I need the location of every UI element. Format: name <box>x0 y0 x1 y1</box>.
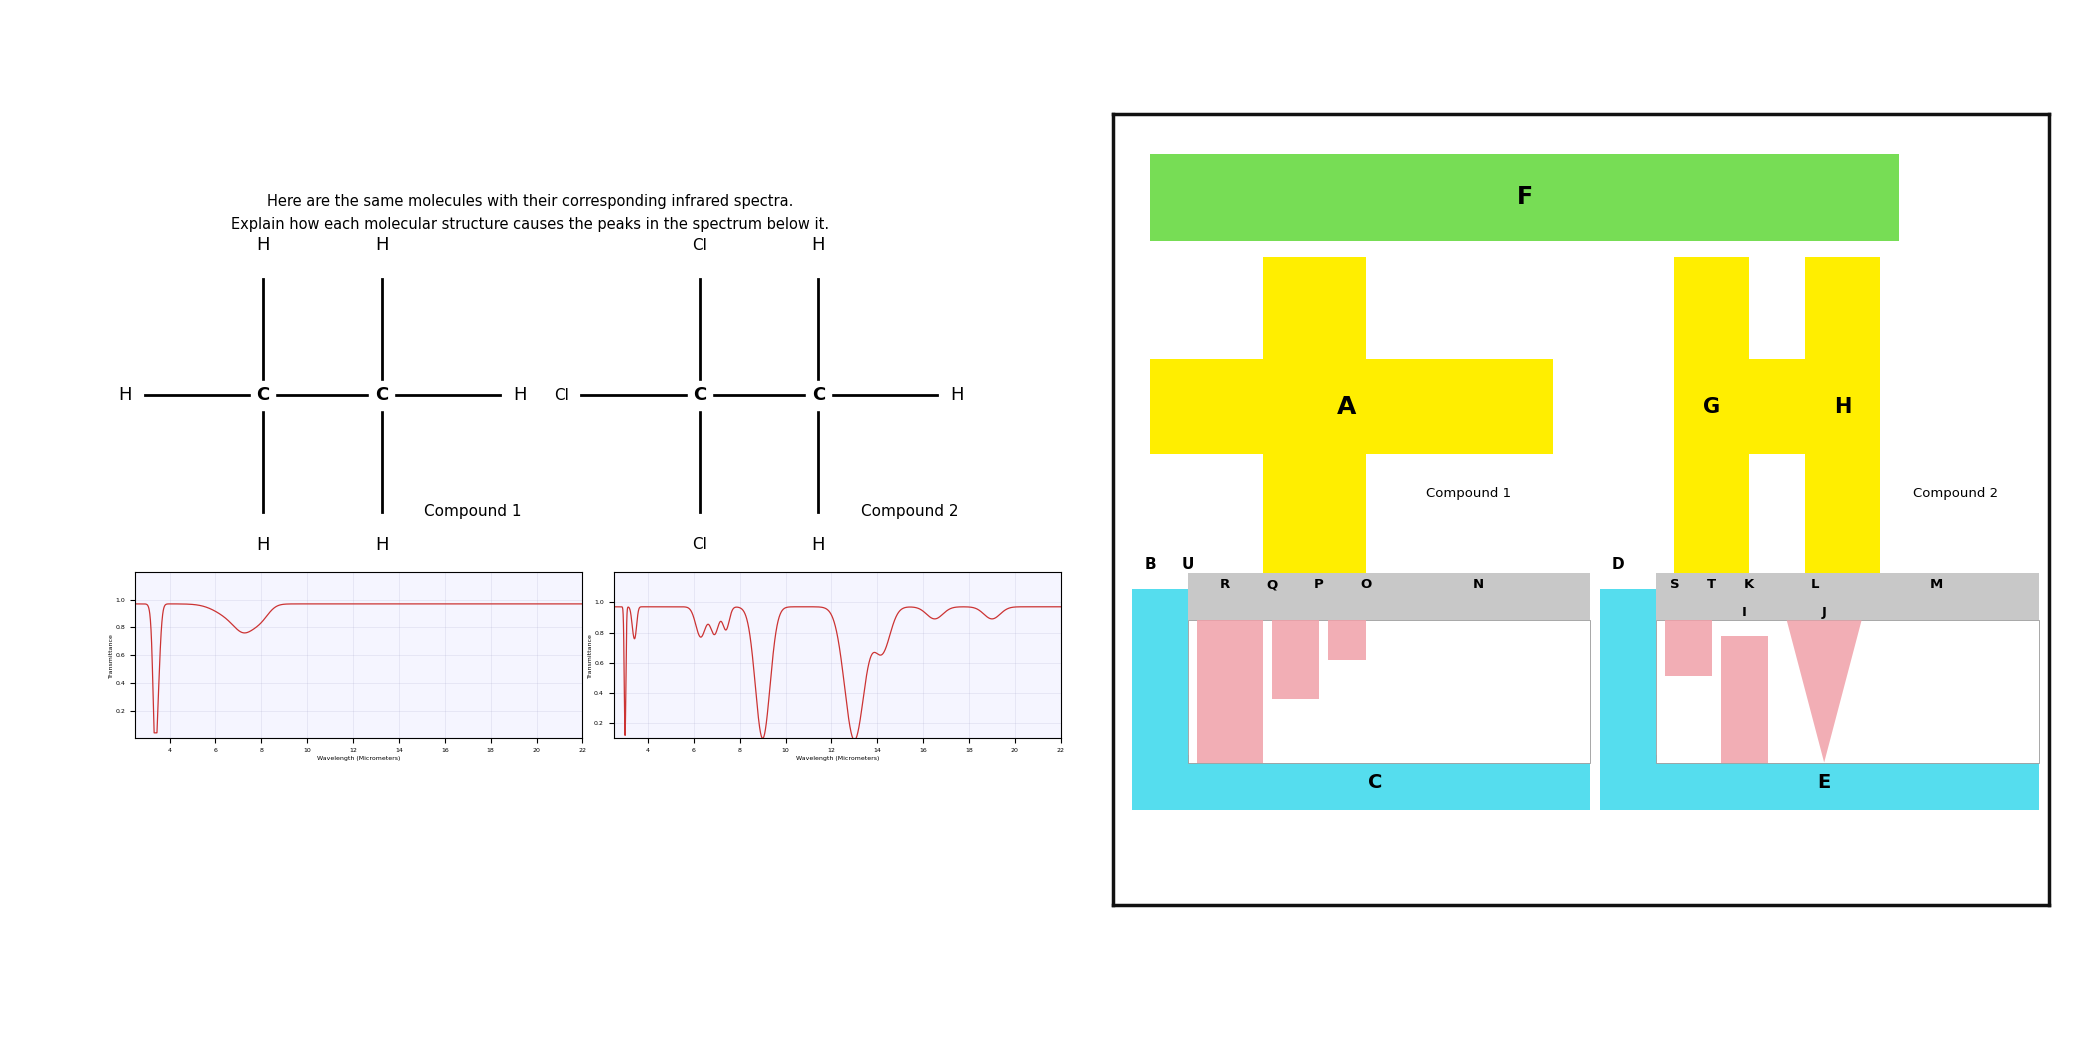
Bar <box>1150 360 1554 454</box>
Text: C: C <box>1369 773 1381 791</box>
Text: U: U <box>1181 557 1194 572</box>
X-axis label: Wavelength (Micrometers): Wavelength (Micrometers) <box>316 756 401 761</box>
Bar <box>1664 620 1712 676</box>
Bar <box>1600 589 1656 762</box>
Text: H: H <box>1835 397 1851 417</box>
Bar <box>1150 154 1899 241</box>
Text: C: C <box>811 386 826 405</box>
Text: C: C <box>693 386 707 405</box>
Text: Here are the same molecules with their corresponding infrared spectra.
Explain h: Here are the same molecules with their c… <box>231 194 830 232</box>
Bar <box>1188 573 1591 620</box>
Text: T: T <box>1708 578 1716 591</box>
Text: K: K <box>1745 578 1753 591</box>
Text: Q: Q <box>1267 578 1277 591</box>
Y-axis label: Transmittance: Transmittance <box>110 632 114 678</box>
Bar <box>1188 620 1591 762</box>
Text: O: O <box>1360 578 1371 591</box>
Text: P: P <box>1315 578 1323 591</box>
Polygon shape <box>1787 620 1862 762</box>
Text: J: J <box>1822 606 1826 619</box>
Text: Cl: Cl <box>693 238 707 253</box>
Text: C: C <box>374 386 389 405</box>
Text: Compound 1: Compound 1 <box>1427 488 1510 500</box>
Text: F: F <box>1516 185 1533 209</box>
Bar <box>1656 620 2040 762</box>
X-axis label: Wavelength (Micrometers): Wavelength (Micrometers) <box>795 756 880 761</box>
Text: H: H <box>374 536 389 554</box>
Text: H: H <box>811 536 826 554</box>
Bar <box>1674 257 1749 589</box>
Bar <box>1132 589 1188 762</box>
Bar <box>1805 257 1880 589</box>
Text: H: H <box>811 236 826 255</box>
Text: L: L <box>1810 578 1820 591</box>
Text: G: G <box>1704 397 1720 417</box>
Text: H: H <box>256 536 270 554</box>
Text: Compound 2: Compound 2 <box>861 504 959 519</box>
Text: M: M <box>1930 578 1943 591</box>
Text: Cl: Cl <box>553 388 570 402</box>
Bar <box>1132 755 1591 810</box>
Y-axis label: Transmittance: Transmittance <box>589 632 593 678</box>
Text: H: H <box>374 236 389 255</box>
Text: S: S <box>1670 578 1679 591</box>
Bar <box>1722 636 1768 762</box>
Text: Cl: Cl <box>693 538 707 552</box>
Text: H: H <box>514 386 526 405</box>
Bar <box>1674 360 1880 454</box>
Text: N: N <box>1473 578 1483 591</box>
Text: C: C <box>256 386 270 405</box>
Text: D: D <box>1612 557 1624 572</box>
Text: Compound 2: Compound 2 <box>1914 488 1997 500</box>
Text: A: A <box>1337 395 1356 419</box>
Text: H: H <box>256 236 270 255</box>
Text: Compound 1: Compound 1 <box>424 504 522 519</box>
Text: B: B <box>1144 557 1156 572</box>
Bar <box>1656 573 2040 620</box>
Text: I: I <box>1743 606 1747 619</box>
Text: H: H <box>951 386 963 405</box>
Text: R: R <box>1221 578 1229 591</box>
Bar <box>1263 257 1364 589</box>
Text: H: H <box>119 386 131 405</box>
Bar <box>1600 755 2038 810</box>
Text: E: E <box>1818 773 1830 791</box>
Bar <box>1327 620 1364 659</box>
Bar <box>1273 620 1319 699</box>
Bar <box>1198 620 1263 762</box>
